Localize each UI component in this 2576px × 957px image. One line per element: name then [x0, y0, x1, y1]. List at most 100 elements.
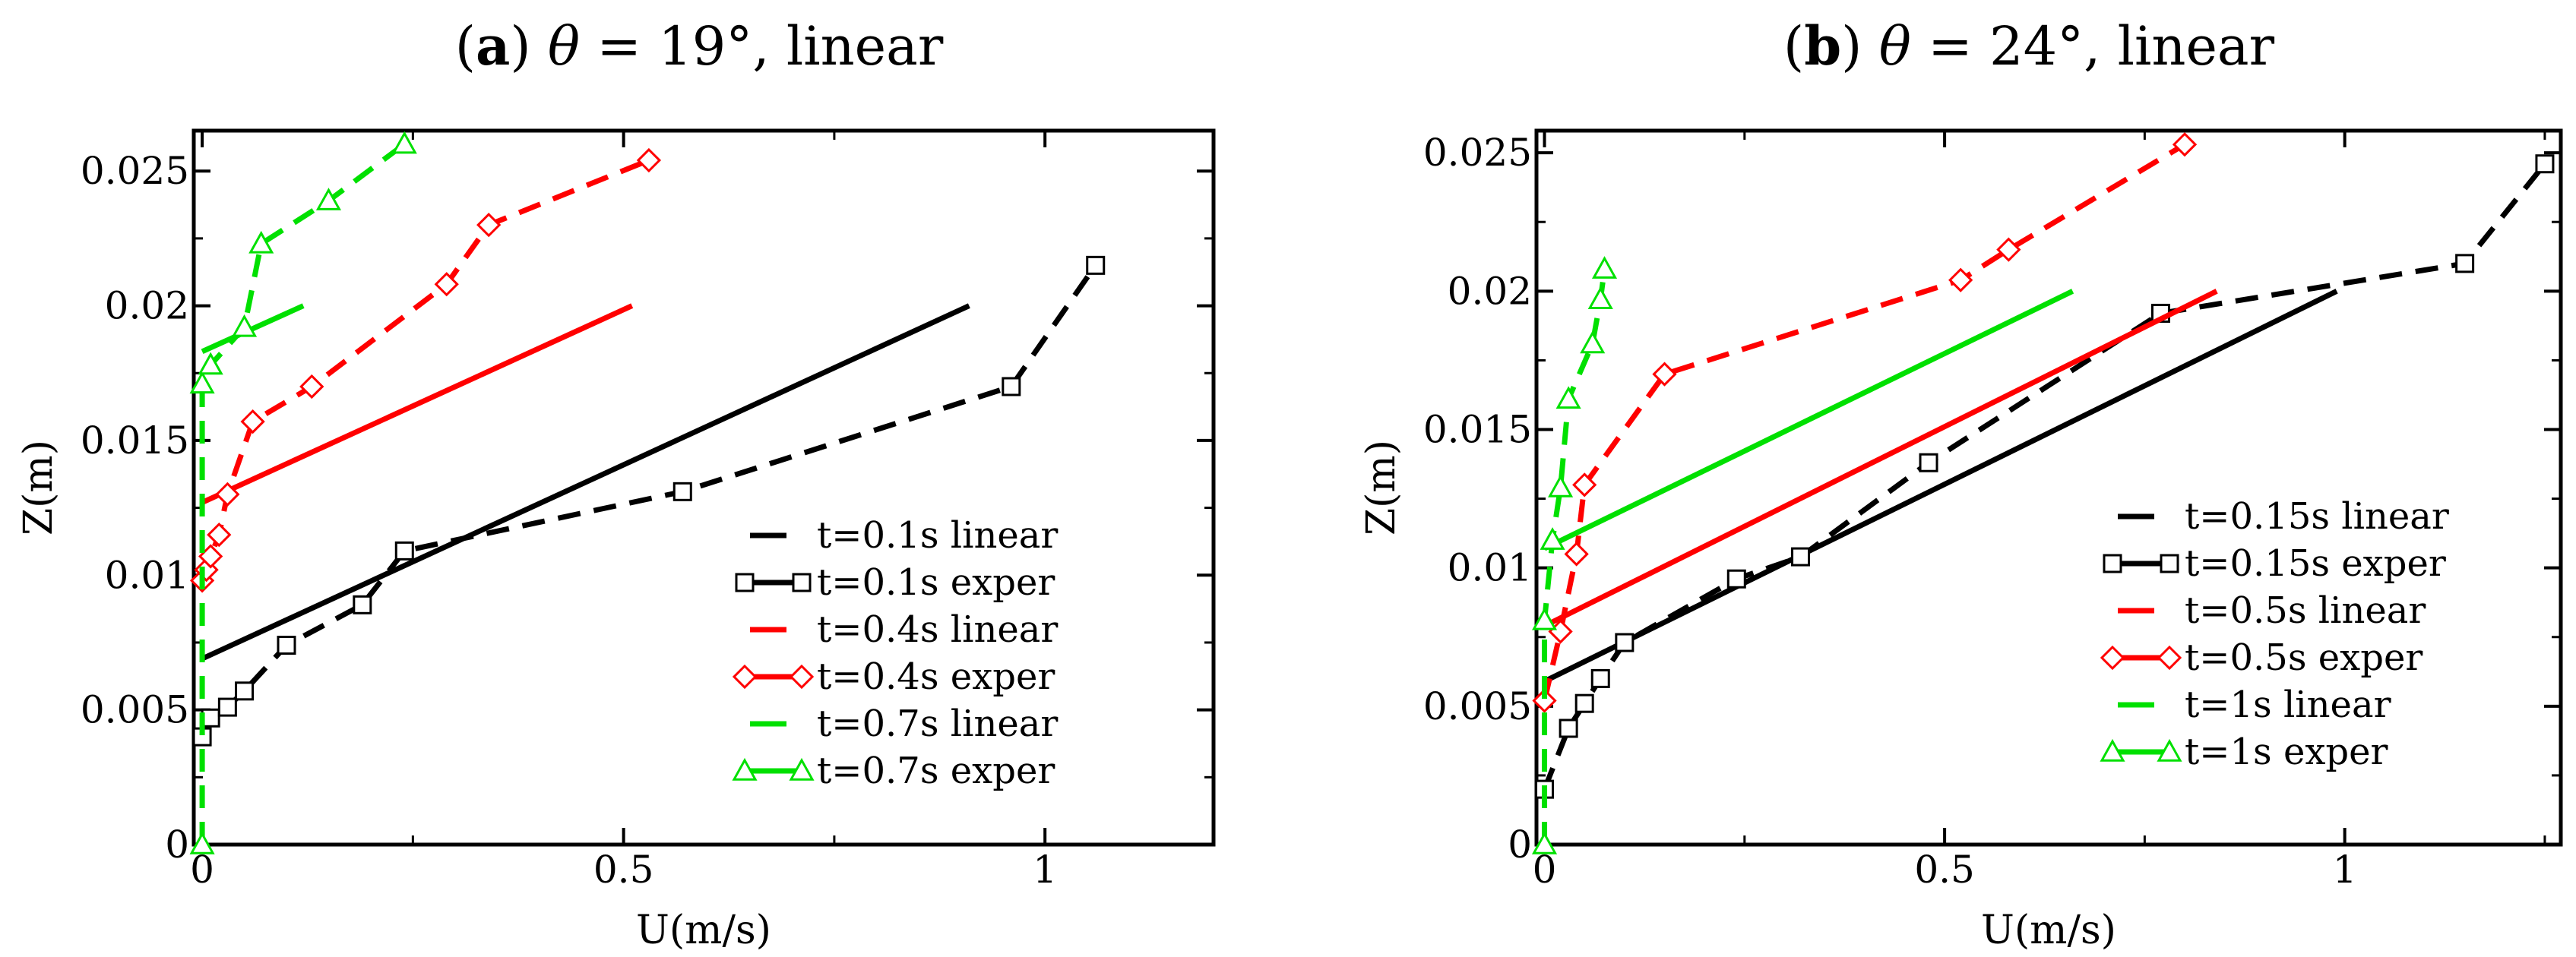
- legend-marker: [789, 757, 815, 781]
- data-point: [248, 230, 274, 254]
- data-point: [189, 831, 215, 854]
- data-point: [231, 314, 258, 337]
- data-point: [1572, 472, 1597, 497]
- legend-entry: t=0.1s exper: [735, 561, 1055, 604]
- legend-label: t=0.1s exper: [817, 561, 1055, 604]
- legend-label: t=0.5s exper: [2185, 636, 2423, 679]
- legend-entry: t=0.7s linear: [750, 703, 1058, 745]
- legend-entry: t=0.5s linear: [2118, 589, 2426, 632]
- legend-label: t=0.7s exper: [817, 750, 1055, 792]
- data-point: [1086, 255, 1106, 275]
- legend-label: t=0.15s linear: [2185, 495, 2449, 538]
- axis-ticks: 0 0.5 1 0 0.005 0.01 0.015 0.02 0.025: [81, 131, 1214, 892]
- series-group: [189, 131, 1106, 854]
- x-tick-label: 0: [190, 848, 214, 892]
- data-point: [189, 371, 215, 394]
- legend-entry: t=0.1s linear: [750, 514, 1058, 557]
- series-5: [189, 131, 417, 854]
- y-tick-label: 0.015: [81, 418, 189, 463]
- data-point: [1559, 719, 1578, 738]
- y-axis-label: Z(m): [16, 440, 62, 535]
- legend-marker: [2157, 738, 2182, 762]
- legend-label: t=0.7s linear: [817, 703, 1058, 745]
- chart-title: (a) θ = 19°, linear: [455, 14, 944, 77]
- series-line: [1543, 289, 2218, 629]
- data-point: [353, 595, 372, 614]
- y-tick-label: 0.015: [1423, 407, 1532, 451]
- data-point: [277, 636, 296, 655]
- axis-ticks: 0 0.5 1 0 0.005 0.01 0.015 0.02 0.025: [1423, 131, 2561, 892]
- series-line: [201, 303, 305, 355]
- series-line: [201, 303, 970, 662]
- y-tick-label: 0.025: [81, 149, 189, 193]
- data-point: [1591, 256, 1618, 279]
- x-tick-label: 0.5: [1914, 848, 1975, 892]
- series-1: [1535, 154, 2555, 799]
- legend-entry: t=0.4s linear: [750, 608, 1058, 651]
- data-point: [235, 681, 255, 701]
- data-point: [434, 272, 459, 297]
- legend-marker: [732, 664, 758, 690]
- series-line: [1543, 289, 2338, 684]
- data-point: [391, 131, 417, 154]
- data-point: [1580, 330, 1606, 354]
- legend-marker: [735, 573, 755, 592]
- data-point: [1996, 237, 2021, 262]
- legend-label: t=0.1s linear: [817, 514, 1058, 557]
- legend-entry: t=0.4s exper: [732, 655, 1055, 698]
- legend-marker: [789, 664, 815, 690]
- series-line: [1542, 142, 2186, 702]
- legend-marker: [2100, 738, 2125, 762]
- legend-entry: t=0.5s exper: [2100, 636, 2423, 679]
- y-axis-label: Z(m): [1359, 440, 1404, 535]
- data-point: [198, 352, 223, 375]
- plot-frame: [191, 128, 1216, 847]
- legend-label: t=1s linear: [2185, 684, 2391, 726]
- panel-b: (b) θ = 24°, linear 0 0.5 1 0 0.005 0.01 0.015…: [1359, 14, 2563, 953]
- legend-marker: [2157, 645, 2182, 671]
- y-tick-label: 0: [1508, 823, 1532, 867]
- legend-label: t=0.15s exper: [2185, 542, 2446, 585]
- plot-frame: [1534, 128, 2563, 847]
- series-5: [1531, 256, 1618, 854]
- data-point: [217, 697, 237, 717]
- data-point: [1919, 453, 1938, 472]
- data-point: [1726, 569, 1746, 589]
- y-tick-label: 0.005: [1423, 684, 1532, 728]
- legend-marker: [732, 757, 758, 781]
- legend-entry: t=0.15s exper: [2103, 542, 2446, 585]
- data-point: [1555, 386, 1581, 409]
- x-tick-label: 0.5: [593, 848, 654, 892]
- data-point: [1615, 633, 1635, 652]
- data-point: [1587, 286, 1613, 309]
- legend-marker: [2100, 645, 2125, 671]
- series-line: [199, 157, 650, 582]
- data-point: [2535, 154, 2555, 174]
- data-point: [207, 522, 232, 548]
- series-4: [201, 303, 305, 355]
- legend-entry: t=1s exper: [2100, 731, 2388, 773]
- data-point: [1564, 542, 1589, 567]
- data-point: [2455, 254, 2475, 273]
- data-point: [2172, 132, 2198, 157]
- data-point: [1531, 831, 1558, 854]
- y-tick-label: 0.025: [1423, 131, 1532, 175]
- data-point: [1002, 377, 1021, 396]
- panel-a: (a) θ = 19°, linear 0 0.5 1 0 0.005 0.01 0.015…: [16, 14, 1216, 953]
- y-tick-label: 0: [165, 823, 189, 867]
- legend-label: t=1s exper: [2185, 731, 2388, 773]
- data-point: [299, 374, 324, 400]
- y-tick-label: 0.02: [1448, 269, 1532, 313]
- series-3: [189, 147, 662, 593]
- series-1: [192, 255, 1106, 747]
- legend-marker: [2160, 554, 2179, 573]
- y-tick-label: 0.01: [105, 553, 189, 597]
- data-point: [636, 147, 662, 173]
- data-point: [1548, 474, 1574, 497]
- legend-entry: t=1s linear: [2118, 684, 2391, 726]
- series-2: [201, 303, 634, 505]
- series-group: [1531, 132, 2555, 854]
- series-line: [199, 264, 1098, 738]
